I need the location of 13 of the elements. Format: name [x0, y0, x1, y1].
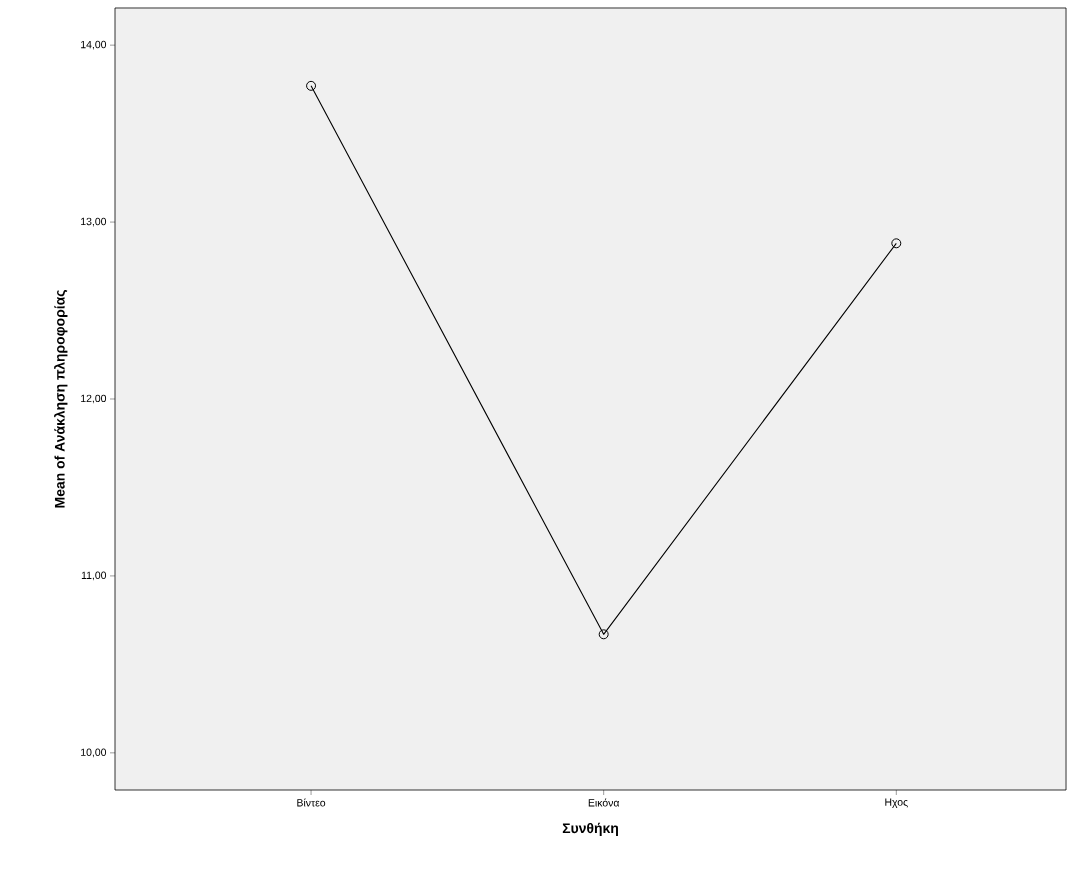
- x-tick-label: Ηχος: [885, 798, 908, 808]
- y-tick-label: 14,00: [81, 40, 107, 50]
- y-tick-label: 10,00: [81, 748, 107, 758]
- point: [891, 238, 902, 249]
- y-tick-label: 12,00: [81, 394, 107, 404]
- y-tick-label: 13,00: [81, 217, 107, 227]
- x-tick-label: Εικόνα: [588, 798, 620, 807]
- point: [598, 629, 609, 640]
- x-axis-title: Συνθήκη: [562, 822, 618, 836]
- y-axis-title: Mean of Ανάκληση πληροφορίας: [54, 290, 68, 508]
- x-tick-label: Βίντεο: [297, 798, 326, 807]
- point: [306, 80, 317, 91]
- y-tick-label: 11,00: [81, 571, 107, 581]
